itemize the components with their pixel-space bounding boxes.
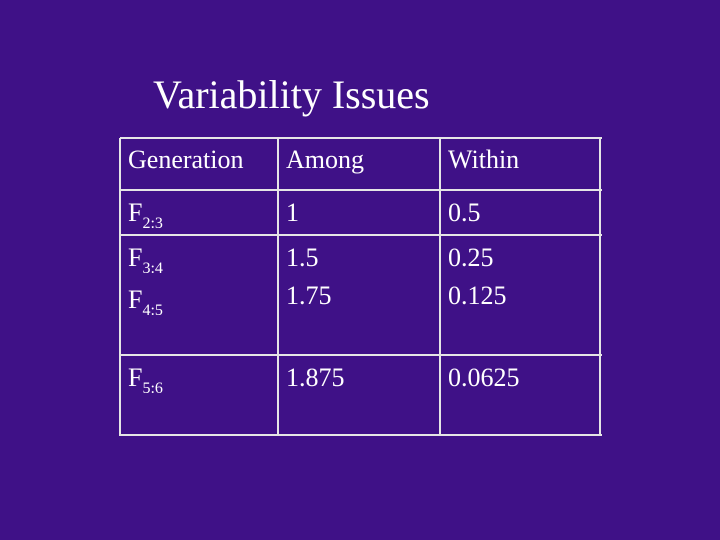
table-cell: 0.25 0.125: [448, 239, 507, 315]
table-rule: [599, 138, 601, 436]
table-rule: [277, 138, 279, 436]
header-cell: Among: [286, 145, 364, 174]
cell-line: F5:6: [128, 359, 163, 401]
cell-line: F4:5: [128, 281, 163, 323]
slide-title: Variability Issues: [153, 72, 430, 117]
table-rule: [120, 434, 602, 436]
generation-base: F: [128, 363, 143, 392]
cell-line: 0.0625: [448, 363, 520, 392]
generation-subscript: 4:5: [142, 302, 163, 319]
cell-line: 1.875: [286, 363, 345, 392]
cell-line: 1.5: [286, 243, 319, 272]
header-cell: Within: [448, 145, 520, 174]
cell-line: 0.125: [448, 281, 507, 310]
table-cell: 1.875: [286, 359, 345, 397]
cell-line: 0.25: [448, 243, 494, 272]
table-cell: 0.5: [448, 194, 481, 232]
generation-base: F: [128, 243, 143, 272]
table-rule: [119, 138, 121, 436]
cell-line: 0.5: [448, 198, 481, 227]
table-cell: 1.5 1.75: [286, 239, 332, 315]
generation-base: F: [128, 198, 143, 227]
generation-subscript: 3:4: [142, 260, 163, 277]
generation-base: F: [128, 285, 143, 314]
table-cell: 1: [286, 194, 299, 232]
table-cell: F2:3: [128, 194, 163, 236]
table-rule: [439, 138, 441, 436]
cell-line: F3:4: [128, 239, 163, 281]
cell-line: 1: [286, 198, 299, 227]
generation-subscript: 5:6: [142, 380, 163, 397]
table-cell: 0.0625: [448, 359, 520, 397]
generation-subscript: 2:3: [142, 215, 163, 232]
table-rule: [120, 234, 602, 236]
table-rule: [120, 189, 602, 191]
cell-line: 1.75: [286, 281, 332, 310]
table-cell: F5:6: [128, 359, 163, 401]
cell-line: F2:3: [128, 194, 163, 236]
table-rule: [120, 137, 602, 139]
table-rule: [120, 354, 602, 356]
table-cell: F3:4 F4:5: [128, 239, 163, 323]
header-cell: Generation: [128, 145, 244, 174]
